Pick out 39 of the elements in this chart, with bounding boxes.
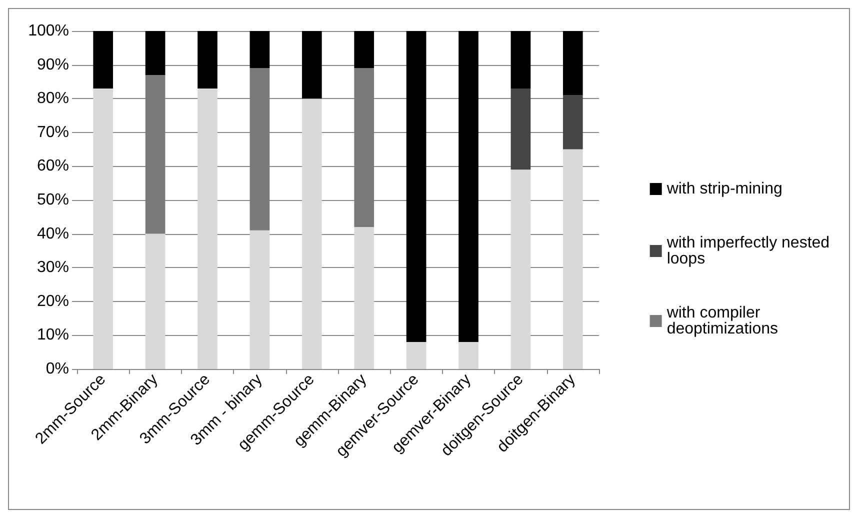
bar (250, 31, 270, 68)
bar (406, 342, 426, 369)
bar (145, 31, 166, 75)
y-tick-label: 90% (36, 56, 69, 74)
bar (510, 88, 531, 170)
legend-label: with strip-mining (666, 180, 782, 198)
bar (458, 31, 478, 342)
bar (250, 230, 270, 369)
bar (93, 88, 114, 369)
y-tick-label: 40% (36, 225, 69, 242)
legend-label: with imperfectly nested loops (666, 234, 834, 268)
bar (562, 31, 583, 96)
bar (145, 74, 166, 234)
y-tick-label: 100% (28, 22, 69, 40)
y-tick-label: 80% (36, 90, 69, 108)
bar (354, 227, 374, 369)
bar (145, 234, 166, 369)
y-tick-label: 70% (36, 124, 69, 141)
bar (354, 68, 374, 228)
y-tick-label: 50% (36, 192, 69, 208)
bar (302, 31, 322, 99)
bar (562, 95, 583, 150)
bar (93, 31, 114, 88)
bar (562, 149, 583, 369)
bar (510, 170, 531, 369)
legend-label: with compiler deoptimizations (666, 304, 778, 338)
bar (406, 31, 426, 342)
bar (250, 68, 270, 230)
y-tick-label: 20% (36, 292, 69, 310)
y-tick-label: 0% (46, 360, 69, 378)
bar (354, 31, 374, 68)
bar (510, 31, 531, 88)
y-tick-label: 60% (36, 158, 69, 175)
bar (198, 88, 218, 369)
y-tick-label: 10% (36, 326, 69, 344)
y-tick-label: 30% (36, 259, 69, 276)
bar (198, 31, 218, 88)
bar (302, 98, 322, 369)
bar (458, 342, 478, 369)
